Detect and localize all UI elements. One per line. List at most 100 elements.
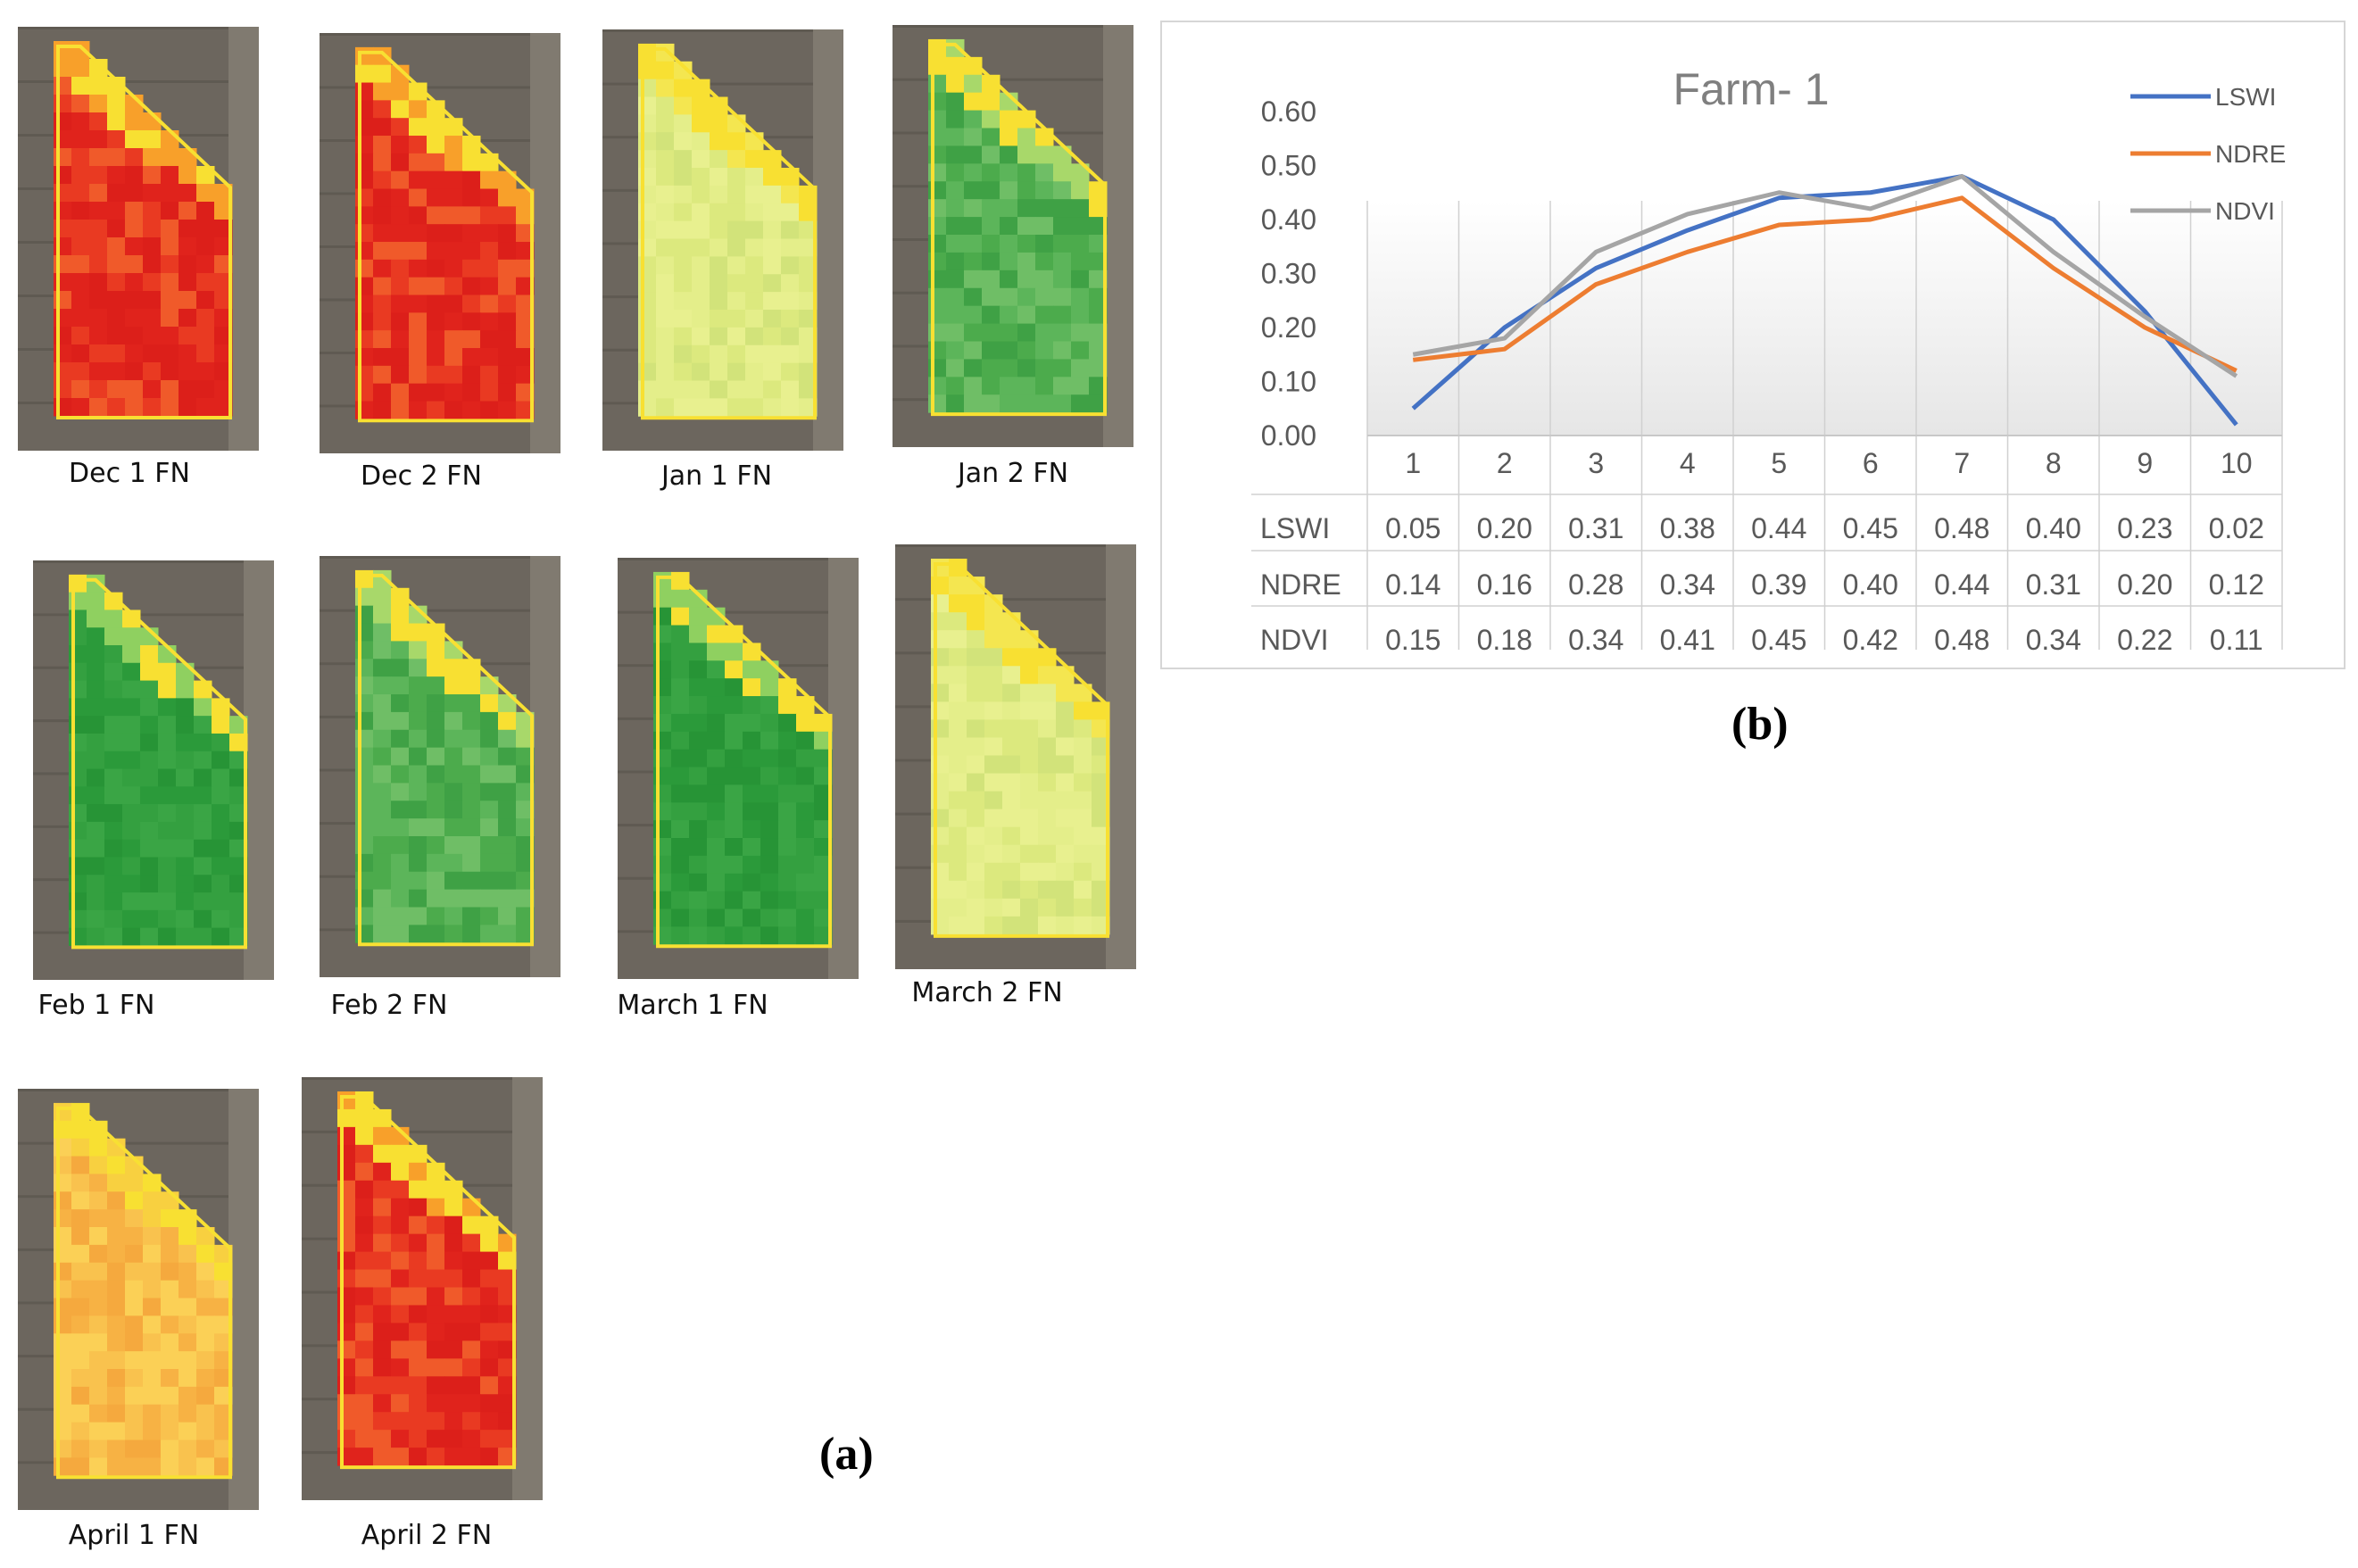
- index-pixel: [373, 277, 392, 296]
- index-pixel: [89, 1138, 108, 1157]
- index-pixel: [710, 327, 728, 346]
- index-pixel: [391, 1448, 410, 1466]
- index-pixel: [391, 783, 410, 801]
- index-pixel: [1000, 217, 1018, 236]
- index-pixel: [427, 1412, 445, 1431]
- index-pixel: [462, 1305, 481, 1323]
- index-pixel: [674, 380, 693, 399]
- index-pixel: [796, 820, 815, 839]
- index-pixel: [763, 203, 782, 222]
- index-pixel: [725, 802, 743, 821]
- index-pixel: [87, 680, 105, 699]
- index-pixel: [707, 838, 726, 857]
- farm-boundary: [71, 577, 247, 950]
- index-pixel: [745, 168, 764, 187]
- index-pixel: [498, 1376, 517, 1395]
- index-pixel: [1035, 235, 1054, 253]
- index-pixel: [89, 77, 108, 95]
- index-pixel: [140, 698, 159, 717]
- index-pixel: [89, 95, 108, 113]
- index-pixel: [444, 1412, 463, 1431]
- index-pixel: [1035, 359, 1054, 377]
- index-pixel: [516, 729, 535, 749]
- index-pixel: [1017, 235, 1036, 253]
- index-pixel: [391, 224, 410, 243]
- index-pixel: [760, 678, 779, 697]
- index-pixel: [763, 274, 782, 293]
- index-pixel: [229, 751, 248, 770]
- index-pixel: [409, 365, 428, 385]
- index-pixel: [498, 1233, 517, 1253]
- index-pixel: [214, 1386, 233, 1406]
- index-pixel: [444, 401, 463, 419]
- index-pixel: [140, 857, 159, 875]
- index-pixel: [373, 1180, 392, 1199]
- index-pixel: [427, 295, 445, 313]
- index-pixel: [158, 821, 177, 841]
- index-pixel: [125, 202, 144, 220]
- index-pixel: [125, 1369, 144, 1388]
- index-pixel: [409, 118, 428, 137]
- index-pixel: [516, 711, 535, 731]
- index-pixel: [516, 853, 535, 873]
- index-pixel: [725, 926, 743, 945]
- index-pixel: [373, 1376, 392, 1395]
- index-pixel: [799, 398, 818, 417]
- index-pixel: [161, 1280, 179, 1299]
- index-pixel: [982, 377, 1000, 395]
- index-pixel: [674, 203, 693, 222]
- index-pixel: [1002, 684, 1021, 702]
- index-pixel: [949, 594, 967, 613]
- index-pixel: [161, 237, 179, 256]
- index-pixel: [89, 398, 108, 417]
- index-pixel: [176, 839, 195, 858]
- index-pixel: [480, 401, 499, 419]
- index-pixel: [427, 136, 445, 154]
- field-strip: [302, 1130, 543, 1133]
- index-pixel: [967, 719, 985, 738]
- index-pixel: [498, 783, 517, 801]
- index-pixel: [71, 309, 90, 328]
- index-pixel: [104, 751, 123, 770]
- index-pixel: [689, 625, 708, 643]
- index-pixel: [179, 291, 197, 310]
- index-pixel: [760, 873, 779, 892]
- index-pixel: [778, 802, 797, 821]
- index-pixel: [125, 1404, 144, 1423]
- table-cell: 0.41: [1660, 624, 1715, 656]
- index-pixel: [89, 1191, 108, 1210]
- index-pixel: [1053, 394, 1072, 413]
- index-pixel: [1056, 916, 1075, 935]
- index-pixel: [140, 662, 159, 682]
- index-pixel: [391, 206, 410, 225]
- index-pixel: [480, 1394, 499, 1413]
- index-pixel: [707, 660, 726, 679]
- index-pixel: [480, 1448, 499, 1466]
- index-pixel: [967, 862, 985, 882]
- index-pixel: [158, 768, 177, 787]
- index-pixel: [1074, 719, 1092, 738]
- index-pixel: [427, 1323, 445, 1341]
- index-pixel: [427, 365, 445, 385]
- index-pixel: [179, 237, 197, 256]
- index-pixel: [87, 592, 105, 610]
- index-pixel: [1038, 737, 1057, 756]
- field-strip: [602, 29, 843, 32]
- index-pixel: [373, 1233, 392, 1253]
- index-pixel: [964, 128, 983, 146]
- index-pixel: [814, 873, 833, 892]
- index-pixel: [107, 1244, 126, 1264]
- index-pixel: [1000, 128, 1018, 146]
- index-pixel: [462, 277, 481, 296]
- index-pixel: [229, 786, 248, 805]
- index-pixel: [967, 701, 985, 720]
- index-pixel: [229, 821, 248, 841]
- index-pixel: [196, 184, 215, 203]
- index-pixel: [984, 916, 1003, 935]
- table-cell: 0.40: [2026, 512, 2081, 544]
- index-pixel: [143, 202, 162, 220]
- index-pixel: [179, 220, 197, 238]
- table-cell: 0.05: [1385, 512, 1441, 544]
- table-cell: 0.15: [1385, 624, 1441, 656]
- index-pixel: [143, 1386, 162, 1406]
